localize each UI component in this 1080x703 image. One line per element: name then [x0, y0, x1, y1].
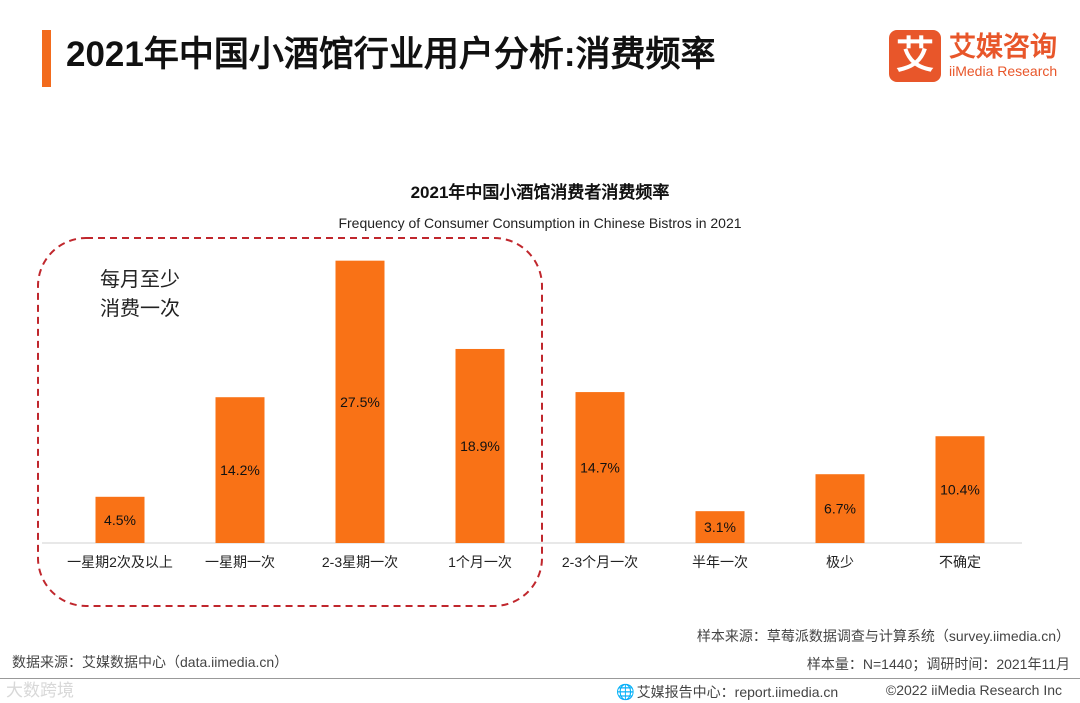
tick-label-7: 极少 [826, 554, 854, 570]
globe-icon: 🌐 [616, 684, 635, 701]
bar-7 [815, 474, 865, 543]
chart-subtitle: Frequency of Consumer Consumption in Chi… [338, 215, 741, 231]
logo-english-name: iiMedia Research [949, 63, 1058, 79]
report-center-text: 艾媒报告中心：report.iimedia.cn [636, 684, 839, 700]
annotation-text-1: 每月至少 [100, 268, 180, 291]
data-label-3: 27.5% [340, 394, 380, 410]
data-label-6: 3.1% [704, 519, 736, 535]
footer-divider [0, 678, 1080, 679]
data-label-7: 6.7% [824, 501, 856, 517]
bar-2 [215, 397, 265, 543]
tick-label-3: 2-3星期一次 [322, 554, 398, 570]
bar-4 [455, 348, 505, 543]
data-label-4: 18.9% [460, 438, 500, 454]
bar-3 [335, 260, 385, 543]
copyright: ©2022 iiMedia Research Inc [885, 682, 1062, 698]
logo-chinese-name: 艾媒咨询 [949, 32, 1057, 62]
bar-8 [935, 436, 985, 543]
tick-label-5: 2-3个月一次 [562, 554, 638, 570]
watermark: 大数跨境 [6, 676, 74, 701]
tick-label-1: 一星期2次及以上 [67, 554, 173, 570]
bar-5 [575, 392, 625, 543]
bar-6 [695, 511, 745, 543]
data-source-note: 数据来源：艾媒数据中心（data.iimedia.cn） [12, 654, 289, 670]
sample-size-note: 样本量：N=1440；调研时间：2021年11月 [806, 656, 1070, 672]
frequency-bar-chart: 2021年中国小酒馆消费者消费频率 Frequency of Consumer C… [37, 182, 1022, 607]
annotation-text-2: 消费一次 [100, 297, 180, 320]
data-label-1: 4.5% [104, 512, 136, 528]
data-label-2: 14.2% [220, 462, 260, 478]
sample-source-note: 样本来源：草莓派数据调查与计算系统（survey.iimedia.cn） [696, 628, 1070, 644]
report-center-link[interactable]: 🌐 艾媒报告中心：report.iimedia.cn [616, 682, 838, 702]
tick-label-8: 不确定 [939, 554, 981, 570]
tick-label-6: 半年一次 [692, 554, 748, 570]
data-label-5: 14.7% [580, 460, 620, 476]
data-label-8: 10.4% [940, 482, 980, 498]
tick-label-2: 一星期一次 [205, 554, 275, 570]
iimedia-logo: 艾 艾媒咨询 iiMedia Research [889, 30, 1069, 82]
chart-title: 2021年中国小酒馆消费者消费频率 [411, 182, 670, 202]
page-title: 2021年中国小酒馆行业用户分析:消费频率 [66, 35, 716, 74]
title-accent-bar [42, 30, 51, 87]
logo-mark-icon: 艾 [889, 30, 941, 82]
watermark-text: 大数跨境 [6, 681, 74, 700]
tick-label-4: 1个月一次 [448, 554, 512, 570]
bar-1 [95, 496, 145, 543]
monthly-annotation-box [37, 237, 543, 607]
